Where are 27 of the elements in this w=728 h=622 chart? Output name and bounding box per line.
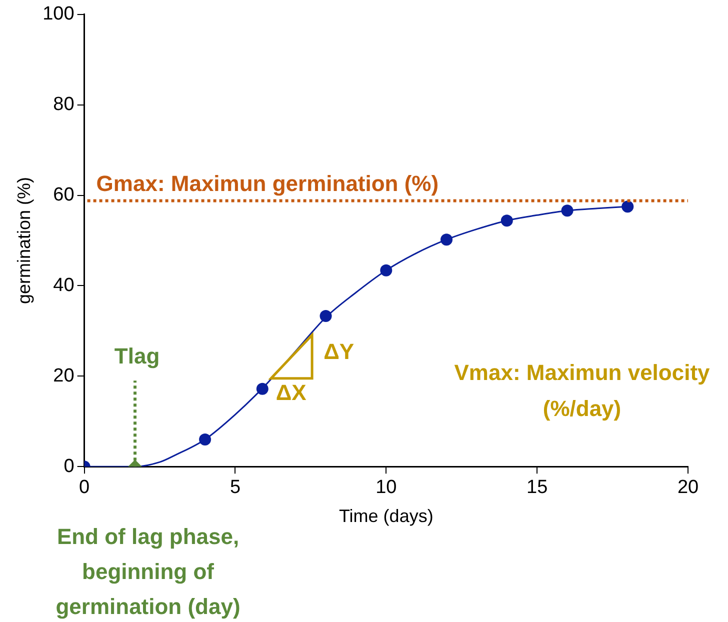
y-tick-label: 60 xyxy=(53,184,74,206)
x-tick-label: 10 xyxy=(376,477,397,498)
x-tick-label: 0 xyxy=(79,477,90,498)
y-axis-title: germination (%) xyxy=(14,176,34,304)
x-tick-label: 5 xyxy=(230,477,241,498)
annotation: ΔY xyxy=(324,339,354,364)
point xyxy=(380,264,392,276)
annotation: Vmax: Maximun velocity (%/day) xyxy=(454,360,711,422)
y-tick-label: 20 xyxy=(53,365,74,386)
y-tick-label: 80 xyxy=(53,94,74,116)
point xyxy=(320,310,332,322)
point xyxy=(561,204,574,217)
annotation: ΔX xyxy=(276,380,307,405)
x-axis-title: Time (days) xyxy=(338,506,434,526)
y-tick-label: 40 xyxy=(53,274,74,296)
text: End of lag phase, beginning of germination (day) xyxy=(56,524,240,620)
point xyxy=(500,214,513,227)
point xyxy=(440,234,453,246)
ref-line-label: Gmax: Maximun germination (%) xyxy=(96,170,439,196)
ref-line-label: Tlag xyxy=(114,344,160,369)
x-tick-label: 15 xyxy=(526,477,548,498)
point xyxy=(199,433,212,446)
y-tick-label: 0 xyxy=(64,456,74,477)
x-tick-label: 20 xyxy=(677,477,699,498)
y-tick-label: 100 xyxy=(42,4,74,25)
point xyxy=(622,200,634,213)
point xyxy=(256,382,268,395)
